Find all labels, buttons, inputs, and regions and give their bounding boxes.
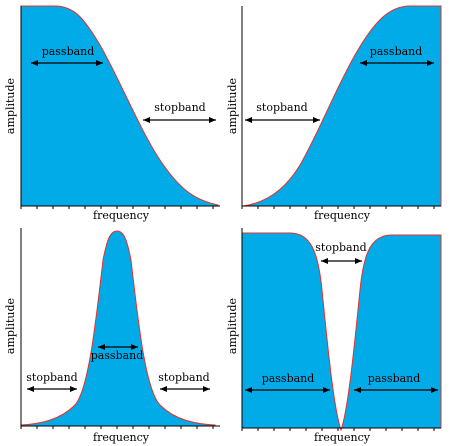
highpass-xlabel: frequency xyxy=(314,209,371,222)
highpass-stopband-label: stopband xyxy=(256,101,307,114)
bandstop-passband-left-label: passband xyxy=(262,372,315,385)
panel-bandpass: amplitude frequency passband stopband st… xyxy=(4,228,220,444)
bandpass-response xyxy=(20,230,216,427)
highpass-ticks xyxy=(241,206,435,209)
bandstop-response xyxy=(241,232,442,432)
bandstop-xlabel: frequency xyxy=(314,431,371,444)
lowpass-ticks xyxy=(20,206,214,209)
lowpass-passband-label: passband xyxy=(42,45,95,58)
lowpass-xlabel: frequency xyxy=(93,209,150,222)
bandpass-passband-label: passband xyxy=(91,349,144,362)
bandstop-passband-right-label: passband xyxy=(368,372,421,385)
bandpass-xlabel: frequency xyxy=(93,431,150,444)
bandstop-ticks xyxy=(241,428,435,431)
lowpass-response xyxy=(20,5,219,207)
panel-bandstop: amplitude frequency stopband passband pa… xyxy=(226,228,442,444)
bandpass-stopband-left-label: stopband xyxy=(26,371,77,384)
bandpass-stopband-right-label: stopband xyxy=(158,371,209,384)
highpass-response xyxy=(242,5,442,207)
panel-lowpass: amplitude frequency passband stopband xyxy=(4,5,220,222)
lowpass-ylabel: amplitude xyxy=(4,78,17,134)
highpass-ylabel: amplitude xyxy=(226,78,239,134)
bandstop-ylabel: amplitude xyxy=(226,298,239,354)
bandstop-stopband-label: stopband xyxy=(315,241,366,254)
bandpass-ticks xyxy=(20,426,214,429)
bandpass-ylabel: amplitude xyxy=(4,298,17,354)
highpass-passband-label: passband xyxy=(370,45,423,58)
lowpass-stopband-label: stopband xyxy=(154,101,205,114)
panel-highpass: amplitude frequency stopband passband xyxy=(226,5,442,222)
